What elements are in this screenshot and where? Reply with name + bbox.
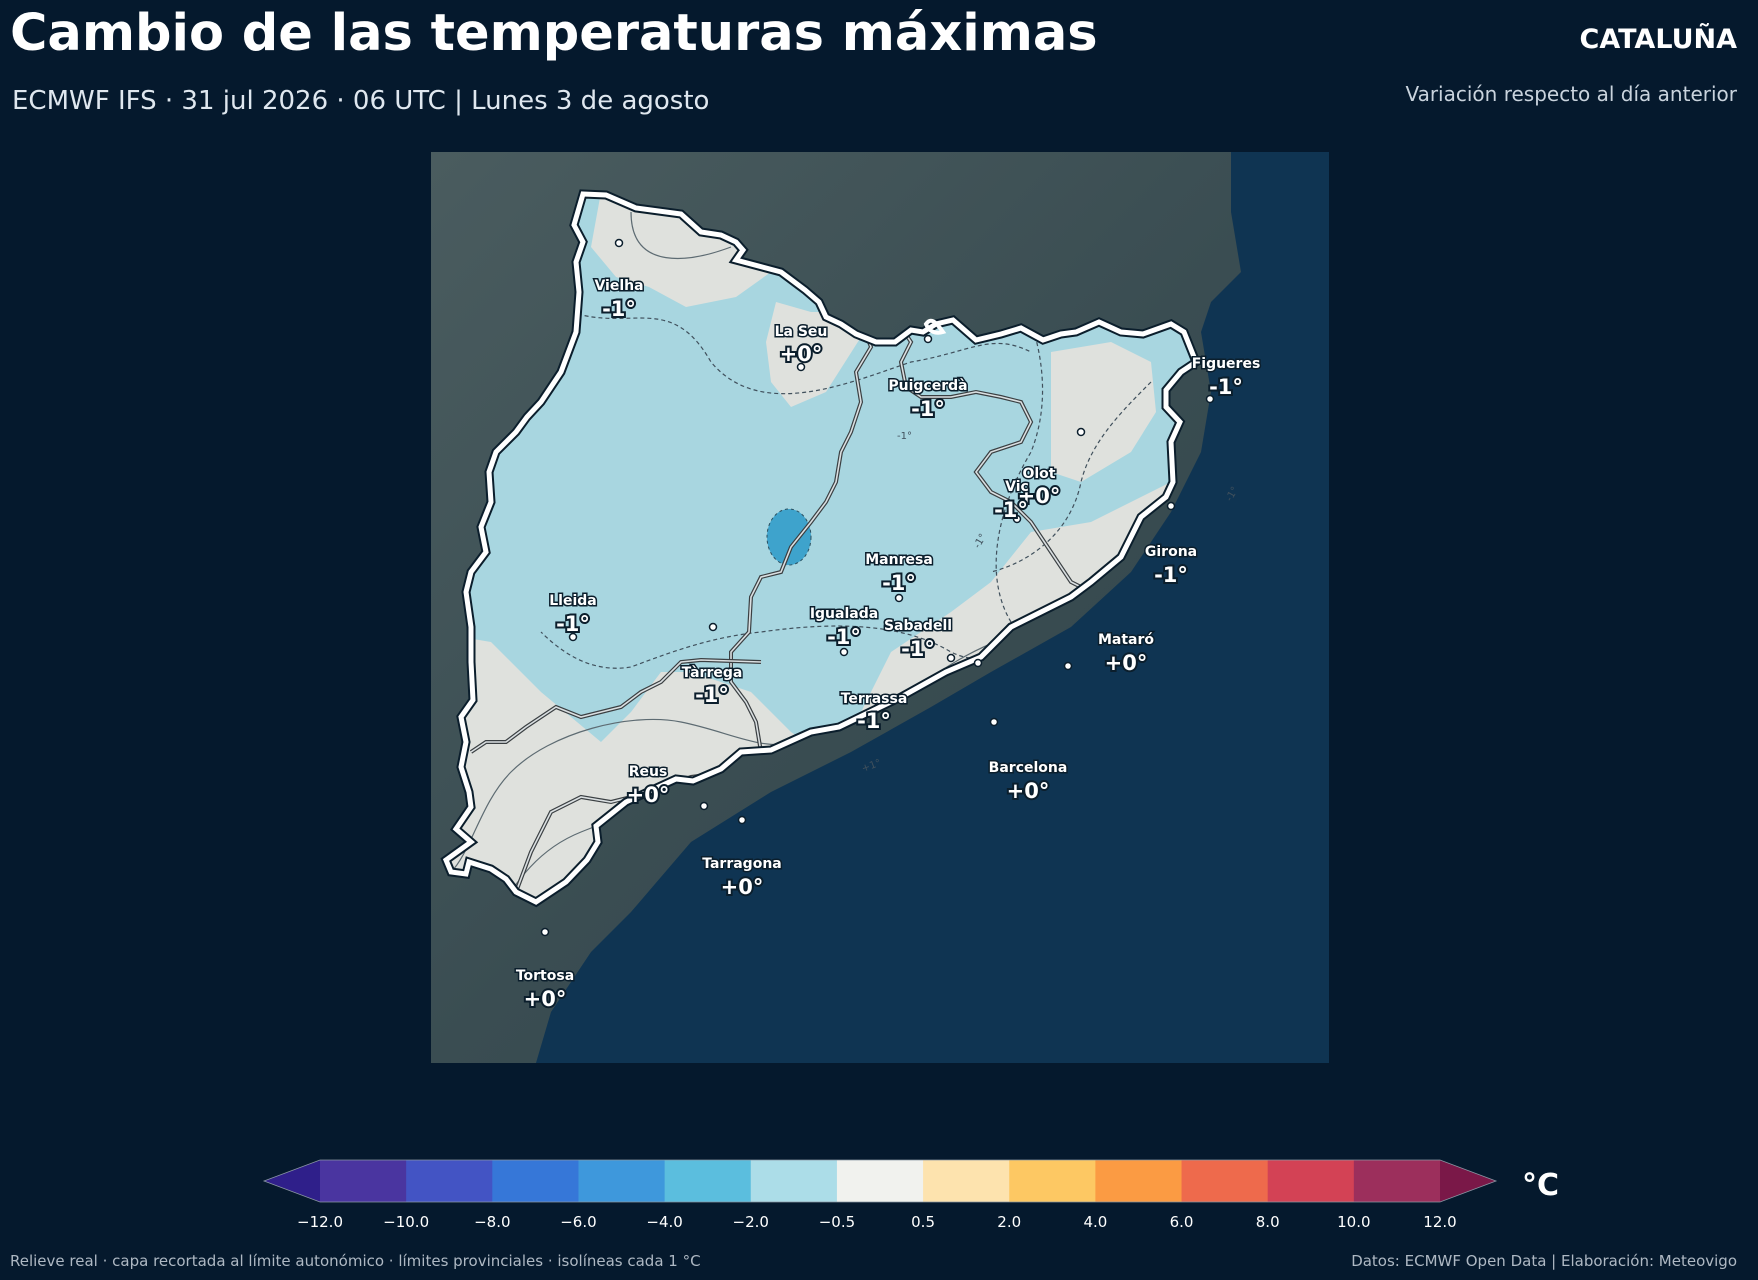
- colorbar-tick-label: −12.0: [297, 1213, 343, 1231]
- colorbar-segment: [836, 1160, 924, 1202]
- colorbar-over-arrow: [1440, 1160, 1496, 1202]
- region-label: CATALUÑA: [1579, 24, 1738, 55]
- city-name-tarragona: Tarragona: [702, 856, 782, 872]
- variation-caption: Variación respecto al día anterior: [1405, 82, 1737, 106]
- city-marker: [737, 815, 747, 825]
- isoline-label: -1°: [897, 431, 912, 442]
- city-marker: [973, 658, 983, 668]
- city-marker: [796, 362, 806, 372]
- colorbar-segment: [923, 1160, 1010, 1202]
- city-value-terrassa: -1°: [857, 709, 891, 733]
- city-name-barcelona: Barcelona: [989, 760, 1068, 776]
- city-value-tarragona: +0°: [721, 875, 764, 899]
- city-name-olot: Olot: [1022, 466, 1055, 482]
- colorbar-segment: [1267, 1160, 1355, 1202]
- city-value-girona: -1°: [1154, 563, 1188, 587]
- model-run-subtitle: ECMWF IFS · 31 jul 2026 · 06 UTC | Lunes…: [12, 86, 710, 116]
- colorbar-segment: [1095, 1160, 1183, 1202]
- city-marker: [614, 238, 624, 248]
- city-value-vielha: -1°: [602, 297, 636, 321]
- city-value-igualada: -1°: [827, 625, 861, 649]
- city-marker: [1205, 394, 1215, 404]
- city-marker: [894, 593, 904, 603]
- city-value-mataro: +0°: [1105, 651, 1148, 675]
- colorbar-segment: [492, 1160, 579, 1202]
- colorbar-segment: [1353, 1160, 1441, 1202]
- city-value-reus: +0°: [627, 783, 670, 807]
- city-name-girona: Girona: [1145, 544, 1197, 560]
- city-name-puigcerda: Puigcerdà: [888, 378, 967, 394]
- colorbar-tick-label: −2.0: [732, 1213, 769, 1231]
- city-value-la-seu: +0°: [780, 342, 823, 366]
- colorbar-under-arrow: [264, 1160, 320, 1202]
- temperature-change-map[interactable]: -1° -1° -1° +1° Vielha: [431, 152, 1329, 1063]
- city-value-manresa: -1°: [882, 571, 916, 595]
- colorbar-segment: [578, 1160, 666, 1202]
- city-name-vielha: Vielha: [594, 278, 643, 294]
- city-markers: [540, 238, 1215, 937]
- city-name-terrassa: Terrassa: [841, 691, 908, 707]
- city-marker: [946, 653, 956, 663]
- city-marker: [708, 622, 718, 632]
- colorbar-tick-label: 0.5: [911, 1213, 935, 1231]
- city-value-tortosa: +0°: [524, 987, 567, 1011]
- colorbar-segment: [320, 1160, 407, 1202]
- city-value-tarrega: -1°: [695, 683, 729, 707]
- colorbar-tick-label: 6.0: [1169, 1213, 1194, 1231]
- city-marker: [699, 801, 709, 811]
- city-marker: [839, 647, 849, 657]
- city-marker: [923, 334, 933, 344]
- city-name-figueres: Figueres: [1192, 356, 1261, 372]
- city-value-barcelona: +0°: [1007, 779, 1050, 803]
- city-name-tarrega: Tàrrega: [682, 665, 743, 681]
- city-name-sabadell: Sabadell: [884, 618, 952, 634]
- colorbar-tick-label: 8.0: [1255, 1213, 1280, 1231]
- city-marker: [989, 717, 999, 727]
- colorbar-tick-label: 2.0: [997, 1213, 1022, 1231]
- sea-area: [536, 152, 1329, 1063]
- footer-method-note: Relieve real · capa recortada al límite …: [10, 1252, 701, 1270]
- temperature-colorbar: [262, 1159, 1498, 1203]
- colorbar-tick-label: 4.0: [1083, 1213, 1108, 1231]
- city-value-lleida: -1°: [556, 612, 590, 636]
- city-name-manresa: Manresa: [865, 552, 933, 568]
- colorbar-segment: [664, 1160, 752, 1202]
- city-name-mataro: Mataró: [1098, 632, 1154, 648]
- city-value-olot: +0°: [1018, 484, 1061, 508]
- colorbar-tick-label: −4.0: [646, 1213, 683, 1231]
- footer-credits: Datos: ECMWF Open Data | Elaboración: Me…: [1351, 1252, 1737, 1270]
- colorbar-tick-label: −10.0: [383, 1213, 430, 1231]
- colorbar-segment: [1009, 1160, 1096, 1202]
- city-name-tortosa: Tortosa: [516, 968, 574, 984]
- colorbar-segment: [1181, 1160, 1269, 1202]
- city-name-la-seu: La Seu: [775, 324, 828, 340]
- city-marker: [1166, 501, 1176, 511]
- colorbar-segment: [750, 1160, 838, 1202]
- city-value-puigcerda: -1°: [911, 397, 945, 421]
- colorbar-tick-label: 10.0: [1337, 1213, 1371, 1231]
- page-title: Cambio de las temperaturas máximas: [10, 4, 1098, 63]
- city-labels: Vielha -1° La Seu +0° Puigcerdà -1° Figu…: [514, 277, 1261, 1014]
- city-marker: [540, 927, 550, 937]
- city-name-igualada: Igualada: [810, 606, 878, 622]
- colorbar-tick-label: −0.5: [818, 1213, 856, 1231]
- city-name-vic: Vic: [1005, 479, 1029, 495]
- colorbar-segment: [406, 1160, 493, 1202]
- city-value-figueres: -1°: [1209, 375, 1243, 399]
- city-name-lleida: Lleida: [549, 593, 596, 609]
- city-marker: [1076, 427, 1086, 437]
- city-value-vic: -1°: [994, 498, 1028, 522]
- city-marker: [568, 632, 578, 642]
- city-value-sabadell: -1°: [901, 637, 935, 661]
- city-marker: [1012, 514, 1022, 524]
- colorbar-tick-label: 12.0: [1423, 1213, 1457, 1231]
- colorbar-tick-label: −8.0: [474, 1213, 511, 1231]
- colorbar-tick-label: −6.0: [560, 1213, 597, 1231]
- city-name-reus: Reus: [629, 764, 668, 780]
- colorbar-unit: °C: [1522, 1168, 1560, 1203]
- city-marker: [1063, 661, 1073, 671]
